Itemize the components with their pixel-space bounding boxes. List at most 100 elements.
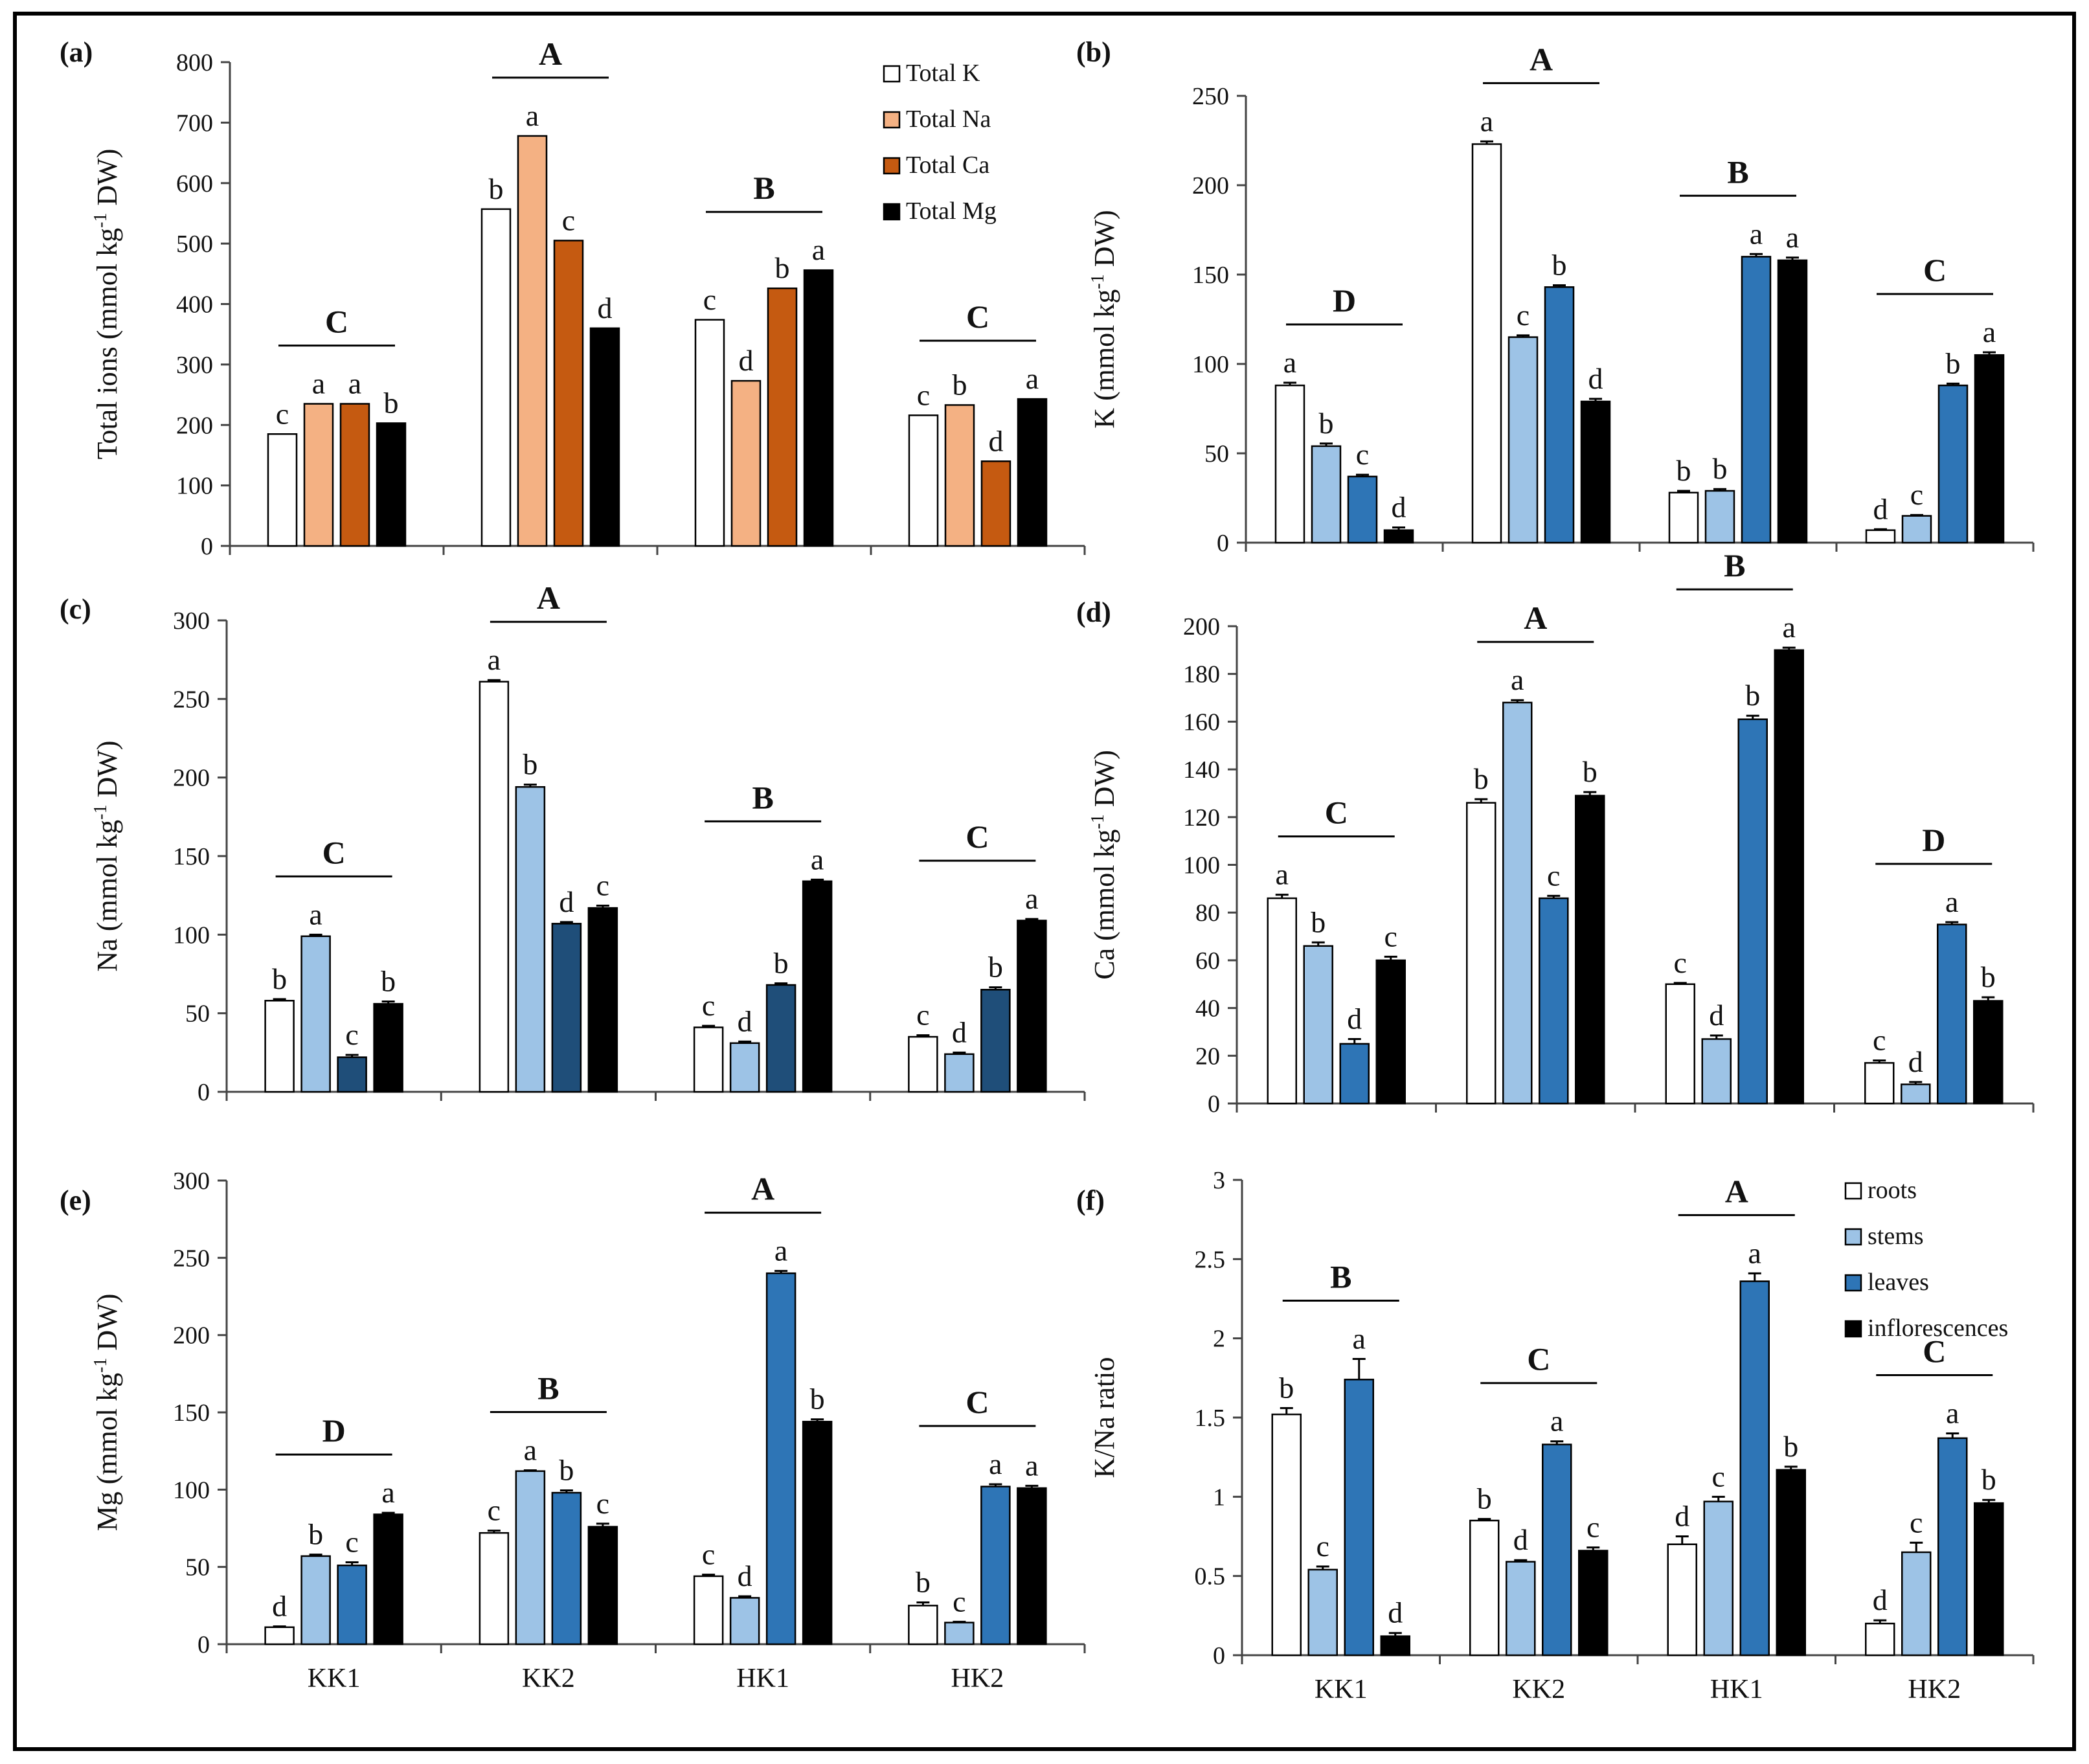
bar — [1307, 1568, 1338, 1657]
significance-letter: a — [1276, 858, 1289, 891]
y-tick-label: 300 — [173, 1168, 210, 1195]
bar — [551, 923, 582, 1093]
bar — [1274, 384, 1305, 544]
y-tick-label: 0 — [201, 533, 213, 560]
y-tick-label: 300 — [173, 607, 210, 635]
x-tick-label: KK1 — [308, 1664, 361, 1693]
group-letter: C — [1923, 252, 1947, 288]
group-letter: C — [1527, 1341, 1550, 1377]
y-tick-label: 100 — [1192, 351, 1229, 378]
significance-letter: a — [774, 1234, 787, 1267]
x-tick-label: KK2 — [522, 1664, 575, 1693]
significance-letter: a — [989, 1447, 1002, 1480]
significance-letter: b — [1583, 755, 1598, 788]
bar — [1668, 492, 1699, 544]
y-tick-label: 3 — [1213, 1167, 1225, 1194]
y-axis-title-part: Mg (mmol kg — [91, 1373, 123, 1531]
significance-letter: c — [1547, 859, 1560, 892]
bar — [1777, 259, 1808, 544]
significance-letter: d — [1347, 1002, 1362, 1035]
y-axis-title-part: DW) — [91, 149, 123, 213]
y-tick-label: 160 — [1183, 708, 1220, 736]
x-tick-label: KK1 — [1315, 1675, 1368, 1704]
bar — [908, 1035, 938, 1093]
significance-letter: a — [1283, 346, 1296, 379]
bar — [587, 1526, 618, 1645]
legend-swatch — [883, 203, 901, 221]
bar — [1973, 1000, 2004, 1105]
y-tick-label: 300 — [176, 352, 213, 379]
bar — [1901, 1083, 1931, 1105]
bar — [908, 1605, 938, 1645]
bar — [1865, 1622, 1895, 1657]
x-tick-label: KK2 — [1512, 1675, 1565, 1704]
bar — [1937, 384, 1969, 544]
significance-letter: d — [1588, 362, 1603, 395]
y-axis-title: Total ions (mmol kg-1 DW) — [91, 149, 123, 460]
significance-letter: a — [812, 233, 825, 266]
bar — [1575, 795, 1605, 1105]
bar — [980, 989, 1011, 1093]
y-axis-title: Mg (mmol kg-1 DW) — [91, 1294, 123, 1532]
y-tick-label: 0 — [1213, 1642, 1225, 1669]
y-tick-label: 250 — [1192, 83, 1229, 110]
chart-panel-5: (e) Mg (mmol kg-1 DW) 0 50 100 150 200 250 300 d b… — [60, 1168, 1086, 1693]
y-axis-title-part: DW) — [91, 741, 123, 805]
bar — [729, 1597, 760, 1645]
y-tick-label: 700 — [176, 109, 213, 137]
group-letter: B — [752, 779, 773, 815]
bar — [339, 403, 370, 547]
bar — [765, 1272, 796, 1645]
bar — [551, 1491, 582, 1645]
bar — [1974, 354, 2005, 544]
bar — [373, 1002, 403, 1093]
chart-panel-1: (a) Total ions (mmol kg-1 DW) 0 100 200 300 40… — [60, 36, 1086, 560]
y-tick-label: 120 — [1183, 804, 1220, 831]
bar — [802, 1421, 833, 1645]
bar — [515, 786, 546, 1093]
significance-letter: c — [702, 1538, 715, 1571]
significance-letter: c — [1910, 478, 1923, 511]
y-tick-label: 150 — [173, 843, 210, 870]
bar — [1701, 1038, 1732, 1105]
bar — [1471, 143, 1502, 544]
group-letter: B — [753, 170, 774, 206]
significance-letter: a — [348, 367, 361, 400]
y-tick-label: 150 — [173, 1399, 210, 1427]
legend: roots stems leaves inflorescences — [1844, 1177, 2008, 1342]
bar — [1865, 529, 1896, 544]
bar — [1271, 1413, 1302, 1657]
y-axis-title: Na (mmol kg-1 DW) — [91, 741, 123, 972]
bar — [1667, 1543, 1697, 1657]
significance-letter: b — [810, 1383, 825, 1416]
significance-letter: c — [1517, 299, 1530, 332]
significance-letter: b — [953, 368, 967, 401]
figure-border — [13, 12, 2076, 1751]
bar — [1737, 718, 1768, 1105]
significance-letter: d — [738, 1004, 752, 1037]
significance-letter: d — [738, 1559, 752, 1592]
bar — [264, 1626, 295, 1645]
y-axis-title-part: DW) — [1089, 210, 1120, 274]
legend-label: Total K — [906, 60, 980, 87]
y-tick-label: 600 — [176, 170, 213, 198]
significance-letter: c — [596, 868, 609, 901]
significance-letter: b — [384, 386, 399, 419]
significance-letter: a — [1026, 362, 1039, 395]
y-axis-title-superscript: -1 — [1088, 274, 1108, 289]
y-axis-title-part: Total ions (mmol kg — [91, 228, 123, 459]
significance-letter: a — [1025, 1449, 1038, 1482]
y-tick-label: 400 — [176, 291, 213, 319]
group-letter: A — [751, 1171, 774, 1207]
y-tick-label: 0.5 — [1195, 1563, 1226, 1590]
group-letter: C — [322, 834, 346, 870]
significance-letter: d — [1513, 1523, 1528, 1556]
y-axis-title-superscript: -1 — [91, 805, 111, 820]
bar — [479, 1532, 510, 1645]
significance-letter: a — [312, 367, 325, 400]
y-tick-label: 200 — [173, 765, 210, 792]
x-tick-label: HK2 — [1908, 1675, 1961, 1704]
significance-letter: c — [345, 1526, 358, 1559]
panel-label: (e) — [60, 1184, 91, 1216]
significance-letter: d — [989, 424, 1004, 457]
